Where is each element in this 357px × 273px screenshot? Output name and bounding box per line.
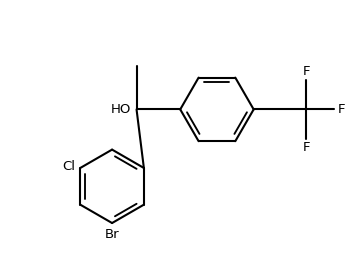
Text: F: F [338,103,345,116]
Text: HO: HO [111,103,131,116]
Text: F: F [302,65,310,78]
Text: Cl: Cl [62,160,75,173]
Text: F: F [302,141,310,154]
Text: Br: Br [105,228,119,241]
